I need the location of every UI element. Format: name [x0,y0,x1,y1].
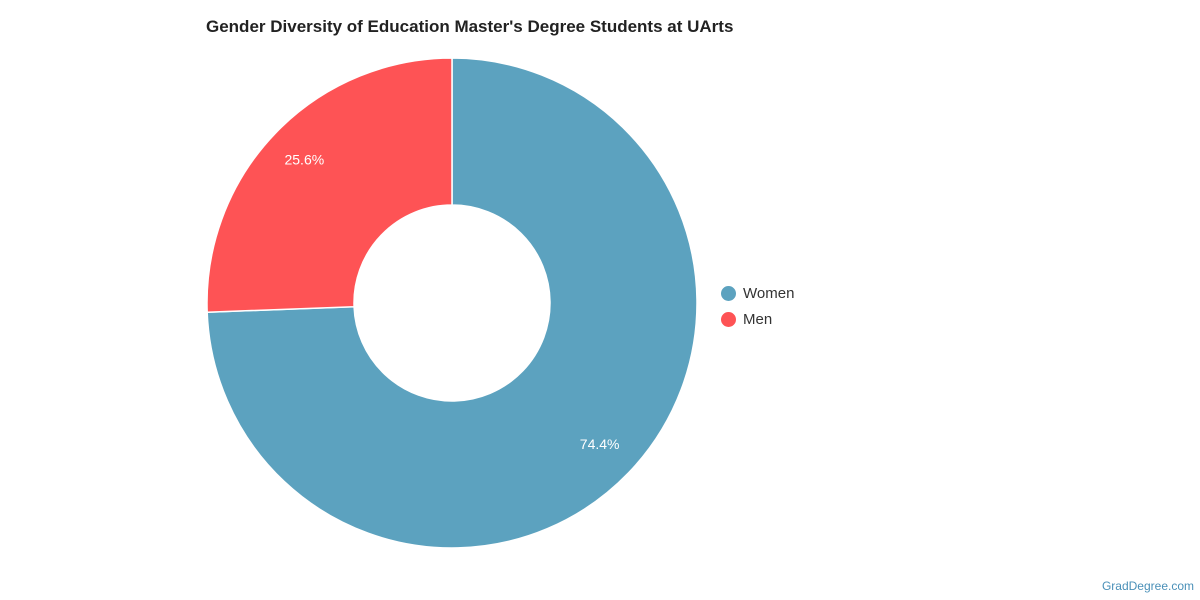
credit-link[interactable]: GradDegree.com [1101,579,1194,593]
legend-label-men: Men [743,310,773,328]
slice-women[interactable] [206,57,698,549]
legend-label-women: Women [743,284,795,302]
legend-swatch-men [721,311,736,327]
data-label-women: 74.4% [580,436,620,452]
data-label-men: 25.6% [284,152,324,168]
chart-title: Gender Diversity of Education Master's D… [206,17,734,36]
legend-item-men[interactable]: Men [721,306,794,332]
slice-men[interactable] [206,57,453,314]
legend-item-women[interactable]: Women [721,280,794,306]
legend-swatch-women [721,285,736,301]
chart-legend: Women Men [721,280,794,332]
